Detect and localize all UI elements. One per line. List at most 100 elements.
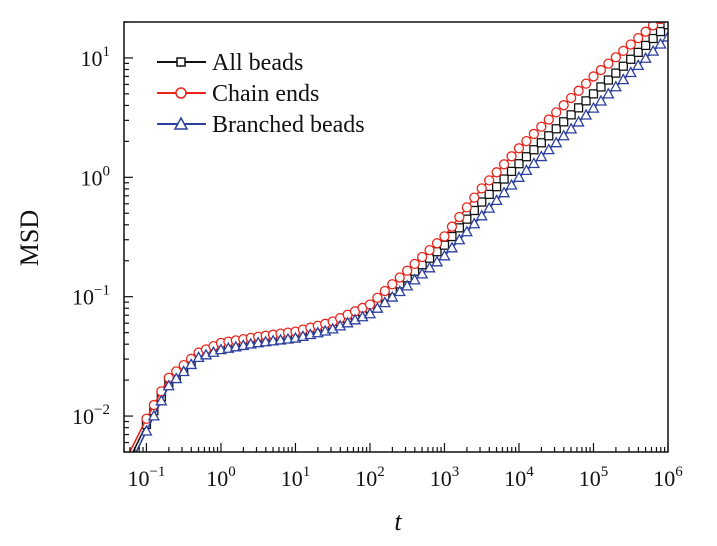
- x-tick-label: 101: [281, 464, 311, 491]
- data-point-chain-ends: [528, 128, 540, 140]
- data-point-branched-beads: [475, 209, 488, 221]
- y-tick-label: 100: [81, 163, 111, 190]
- data-point-all-beads: [566, 110, 576, 120]
- data-point-branched-beads: [393, 285, 406, 297]
- data-point-chain-ends: [469, 192, 480, 203]
- y-tick-label: 101: [81, 44, 111, 71]
- data-point-all-beads: [663, 22, 668, 30]
- data-point-all-beads: [633, 47, 643, 57]
- data-point-chain-ends: [416, 251, 428, 263]
- data-point-branched-beads: [497, 186, 511, 198]
- data-point-branched-beads: [542, 143, 555, 155]
- data-point-all-beads: [581, 96, 591, 106]
- data-point-branched-beads: [170, 372, 183, 384]
- data-point-branched-beads: [408, 273, 421, 285]
- data-point-chain-ends: [618, 45, 629, 57]
- data-point-branched-beads: [520, 164, 533, 176]
- data-point-chain-ends: [610, 52, 621, 63]
- data-point-branched-beads: [483, 201, 496, 213]
- data-point-chain-ends: [454, 211, 465, 223]
- data-point-all-beads: [655, 26, 666, 37]
- data-point-branched-beads: [453, 233, 466, 245]
- data-point-chain-ends: [521, 135, 532, 147]
- data-point-branched-beads: [632, 59, 645, 71]
- y-tick-label: 10−1: [72, 283, 110, 310]
- data-point-all-beads: [506, 166, 517, 177]
- data-point-all-beads: [491, 182, 502, 192]
- x-tick-label: 105: [579, 464, 609, 491]
- data-point-chain-ends: [543, 114, 554, 125]
- data-point-chain-ends: [461, 202, 472, 213]
- data-point-all-beads: [499, 174, 509, 184]
- data-point-branched-beads: [512, 170, 526, 182]
- data-point-chain-ends: [387, 279, 398, 290]
- data-point-branched-beads: [140, 424, 153, 436]
- data-point-branched-beads: [147, 409, 160, 421]
- data-point-all-beads: [640, 40, 651, 51]
- data-point-chain-ends: [409, 258, 420, 270]
- data-point-chain-ends: [513, 143, 525, 154]
- data-point-branched-beads: [177, 365, 190, 377]
- y-axis-label: MSD: [15, 210, 44, 266]
- legend-label-chain-ends: Chain ends: [212, 81, 319, 107]
- data-point-branched-beads: [423, 261, 436, 273]
- data-point-branched-beads: [155, 394, 168, 406]
- data-point-branched-beads: [371, 301, 384, 313]
- data-point-chain-ends: [498, 159, 510, 170]
- data-point-chain-ends: [595, 64, 607, 76]
- legend-item-branched-beads: Branched beads: [157, 112, 365, 138]
- data-point-chain-ends: [640, 26, 651, 37]
- data-point-chain-ends: [372, 292, 383, 303]
- x-tick-label: 104: [504, 464, 534, 491]
- data-point-branched-beads: [378, 296, 391, 308]
- data-point-branched-beads: [527, 157, 540, 169]
- data-point-branched-beads: [438, 249, 451, 261]
- data-point-branched-beads: [334, 319, 347, 331]
- data-point-all-beads: [626, 54, 636, 64]
- data-point-branched-beads: [572, 115, 585, 127]
- data-point-chain-ends: [573, 85, 584, 96]
- data-point-branched-beads: [646, 44, 660, 56]
- data-point-branched-beads: [565, 122, 578, 134]
- legend: All beads Chain ends Branched beads: [157, 50, 365, 138]
- data-point-chain-ends: [551, 107, 562, 118]
- y-tick-label: 10−2: [72, 402, 110, 429]
- data-point-all-beads: [588, 89, 599, 99]
- data-point-branched-beads: [602, 87, 615, 99]
- data-point-chain-ends: [476, 183, 487, 194]
- data-point-chain-ends: [536, 121, 547, 132]
- data-point-branched-beads: [557, 129, 570, 141]
- data-point-branched-beads: [326, 322, 339, 334]
- plot-frame: [123, 21, 669, 453]
- data-point-branched-beads: [550, 136, 563, 148]
- data-point-chain-ends: [394, 272, 405, 283]
- data-point-branched-beads: [162, 379, 175, 391]
- x-tick-label: 10−1: [127, 464, 165, 491]
- data-point-all-beads: [477, 197, 487, 207]
- data-point-branched-beads: [587, 101, 600, 113]
- data-point-all-beads: [648, 33, 658, 44]
- data-point-branched-beads: [594, 94, 608, 106]
- data-point-chain-ends: [603, 58, 614, 69]
- data-point-branched-beads: [460, 225, 473, 237]
- data-point-branched-beads: [386, 290, 399, 302]
- data-point-branched-beads: [445, 241, 459, 253]
- data-point-branched-beads: [624, 66, 637, 78]
- data-point-all-beads: [573, 103, 584, 113]
- data-point-all-beads: [484, 189, 494, 200]
- data-point-all-beads: [596, 82, 606, 92]
- data-point-chain-ends: [633, 32, 644, 44]
- data-point-branched-beads: [348, 313, 362, 325]
- data-point-chain-ends: [491, 167, 502, 178]
- data-point-chain-ends: [446, 221, 458, 232]
- legend-marker-triangle: [173, 116, 189, 130]
- data-point-chain-ends: [431, 238, 443, 249]
- data-point-all-beads: [521, 152, 532, 162]
- x-axis-label: t: [394, 507, 402, 536]
- legend-marker-circle: [175, 87, 187, 99]
- data-point-chain-ends: [424, 244, 435, 256]
- data-point-branched-beads: [430, 255, 444, 267]
- data-point-chain-ends: [565, 92, 577, 104]
- data-point-all-beads: [611, 68, 621, 78]
- data-point-chain-ends: [588, 71, 599, 82]
